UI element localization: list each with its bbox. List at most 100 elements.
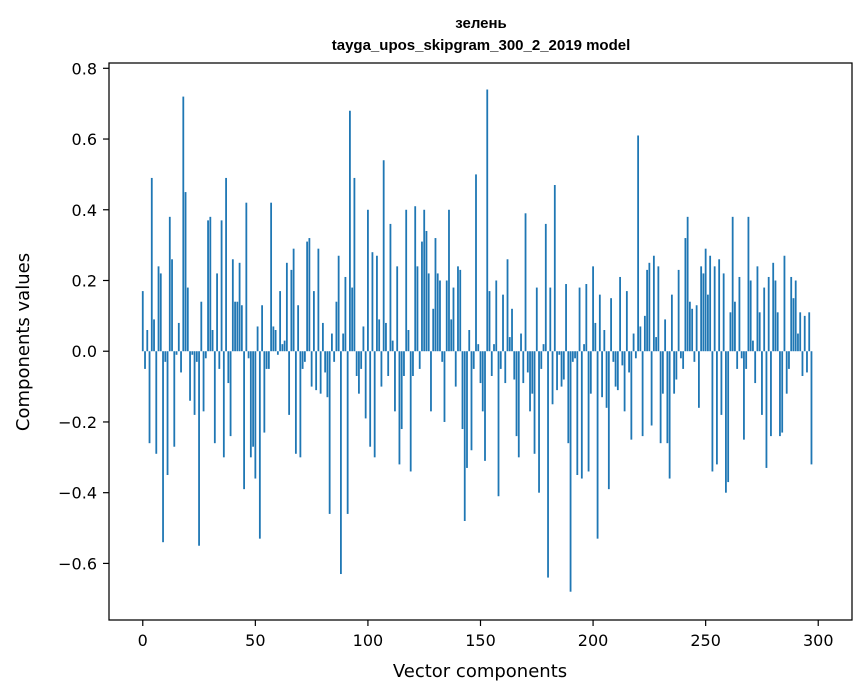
bar bbox=[252, 351, 254, 447]
bar bbox=[301, 351, 304, 369]
bar bbox=[310, 351, 313, 387]
bar bbox=[729, 312, 732, 352]
x-tick-label: 150 bbox=[465, 631, 496, 650]
bar bbox=[328, 351, 331, 514]
bar bbox=[632, 333, 635, 352]
bar bbox=[398, 351, 401, 465]
bar bbox=[504, 351, 507, 384]
bar bbox=[270, 202, 273, 352]
bar bbox=[628, 351, 630, 373]
bar bbox=[216, 273, 218, 352]
bar bbox=[675, 351, 678, 380]
bar bbox=[168, 216, 171, 352]
bar bbox=[610, 298, 612, 352]
bar bbox=[506, 259, 509, 352]
bar bbox=[657, 266, 660, 352]
bar bbox=[191, 351, 194, 355]
bar bbox=[186, 287, 189, 352]
bar bbox=[340, 351, 342, 575]
bar bbox=[743, 351, 745, 440]
bar bbox=[585, 284, 588, 352]
bar bbox=[763, 287, 766, 352]
bar bbox=[783, 255, 786, 352]
bar bbox=[222, 351, 225, 458]
bar bbox=[175, 351, 178, 355]
bar bbox=[754, 351, 757, 384]
bar bbox=[794, 280, 797, 352]
bar bbox=[499, 351, 502, 369]
bar bbox=[231, 259, 234, 352]
bar bbox=[580, 351, 583, 479]
bar bbox=[522, 351, 525, 384]
bar bbox=[578, 287, 581, 352]
bar bbox=[434, 238, 437, 352]
bar bbox=[297, 305, 300, 352]
y-axis-label: Components values bbox=[13, 253, 34, 431]
bar bbox=[740, 351, 743, 359]
bar bbox=[308, 238, 311, 352]
bar bbox=[362, 326, 365, 352]
bar bbox=[589, 351, 592, 394]
bar bbox=[387, 351, 390, 376]
bar bbox=[488, 291, 491, 352]
bar bbox=[225, 177, 227, 352]
bar bbox=[229, 351, 232, 437]
bar bbox=[707, 294, 709, 352]
bar bbox=[279, 291, 282, 352]
bar bbox=[529, 351, 531, 412]
bar bbox=[583, 344, 585, 352]
bar bbox=[382, 160, 385, 352]
bar bbox=[425, 230, 428, 352]
bar bbox=[146, 330, 149, 352]
bar bbox=[560, 351, 563, 387]
bar bbox=[414, 206, 417, 352]
bar bbox=[319, 351, 322, 394]
bar bbox=[790, 276, 793, 352]
x-tick-label: 100 bbox=[353, 631, 384, 650]
bar bbox=[441, 351, 444, 362]
bar bbox=[513, 351, 516, 380]
bar bbox=[747, 216, 750, 352]
bar bbox=[670, 294, 673, 352]
bar bbox=[177, 322, 180, 352]
bar bbox=[360, 351, 363, 369]
bar bbox=[722, 273, 725, 352]
bar bbox=[236, 301, 239, 352]
bar bbox=[517, 351, 520, 458]
bar bbox=[450, 319, 453, 352]
bar bbox=[605, 351, 608, 408]
bar bbox=[481, 351, 484, 412]
bar bbox=[238, 262, 241, 352]
bar bbox=[801, 351, 804, 376]
bar bbox=[655, 337, 658, 352]
bar bbox=[285, 262, 288, 352]
bar bbox=[335, 301, 338, 352]
bar bbox=[612, 351, 615, 362]
bar bbox=[353, 177, 356, 352]
bar bbox=[745, 351, 748, 369]
bar bbox=[427, 273, 430, 352]
x-tick-label: 50 bbox=[245, 631, 265, 650]
bar bbox=[684, 238, 687, 352]
bar bbox=[767, 276, 770, 352]
bar bbox=[364, 351, 367, 419]
bar bbox=[652, 255, 655, 352]
bar bbox=[367, 209, 369, 352]
bar bbox=[731, 216, 734, 352]
bar bbox=[272, 326, 275, 352]
bar bbox=[484, 351, 486, 461]
bar bbox=[650, 351, 653, 426]
bar bbox=[470, 351, 473, 451]
bar bbox=[461, 351, 464, 430]
bar bbox=[776, 312, 779, 352]
bar bbox=[376, 255, 378, 352]
bar bbox=[643, 315, 646, 352]
bar bbox=[738, 276, 741, 352]
bar bbox=[423, 209, 426, 352]
bar bbox=[603, 330, 606, 352]
bar bbox=[204, 351, 207, 359]
bar bbox=[718, 259, 721, 352]
bar bbox=[648, 262, 651, 352]
bar bbox=[263, 351, 266, 433]
bar bbox=[562, 351, 565, 380]
